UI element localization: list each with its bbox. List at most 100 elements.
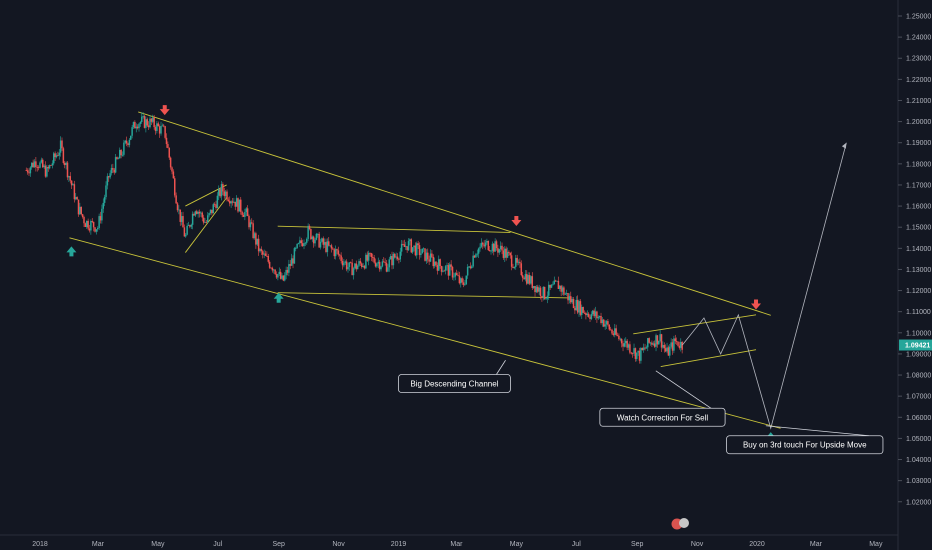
candle-body [171,167,173,172]
candle-body [561,287,564,292]
candle [130,135,132,141]
trendline-correction-top[interactable] [633,314,757,335]
trendline-range-top[interactable] [277,225,511,233]
candle [314,237,316,247]
candle-body [429,253,432,262]
candle [578,299,580,317]
candle [469,262,472,270]
candle [653,340,656,348]
candle [677,341,679,347]
candle-body [354,263,356,269]
candle [658,340,660,345]
candle [384,258,386,266]
candle-body [282,275,285,281]
candle-body [395,256,397,258]
candle [186,223,188,236]
candle-body [43,165,45,168]
candle-body [548,284,550,296]
candle-body [666,347,668,352]
candle [455,269,458,276]
candle [231,197,234,206]
candle-body [311,236,314,240]
candle [380,265,382,272]
candle [491,241,494,254]
candle [587,312,590,318]
candle [465,275,468,285]
candle-body [284,275,286,281]
candle [101,204,103,224]
candle [339,253,341,260]
candle-body [220,184,223,197]
candle-body [194,211,197,216]
candle-body [216,195,219,209]
candle-body [267,255,270,262]
trendline-wedge-lower[interactable] [185,197,227,253]
candle [433,257,436,269]
candle-body [274,269,276,275]
annotation-callout[interactable]: Big Descending Channel [398,360,511,393]
candle [473,254,476,259]
candle [135,123,138,133]
candle [358,258,360,267]
candle [46,164,48,178]
candle [205,220,208,224]
candle [240,196,242,215]
time-tick-label: Jul [572,541,581,548]
time-axis[interactable]: 2018 Mar May Jul Sep Nov 2019 Mar May Jul Sep Nov 20… [32,541,883,548]
price-axis[interactable]: 1.25000 1.24000 1.23000 1.22000 1.21000 1.200… [898,14,931,507]
candle-body [263,253,265,255]
candle [194,210,197,218]
candle-body [296,243,298,248]
candle-body [630,352,633,354]
candle [477,247,480,259]
time-tick-label: Sep [272,541,285,548]
candle-body [125,140,128,144]
candle-body [468,266,470,268]
candle-body [435,261,437,266]
candle [422,247,425,253]
candle [297,242,300,245]
candle [216,192,219,209]
candle [138,122,140,132]
trendline-correction-bottom[interactable] [660,349,757,368]
candle-body [134,122,136,129]
candle-body [147,125,150,128]
candle [681,341,683,354]
candle-body [252,223,254,238]
candle [560,284,562,297]
trendline-upper-channel[interactable] [138,111,771,316]
candle-body [109,173,111,178]
candle-body [328,241,330,246]
candle [167,141,169,149]
candle-body [420,253,422,255]
candle [417,240,419,250]
annotation-callout[interactable]: Buy on 3rd touch For Upside Move [726,425,884,455]
price-tick-label: 1.18000 [906,161,931,168]
candle-body [281,275,283,279]
candle [596,310,598,323]
candle [88,224,91,233]
candle-body [560,285,562,292]
projection-line[interactable] [682,142,847,430]
candle [176,201,179,213]
price-tick-label: 1.16000 [906,204,931,211]
candle [541,295,543,302]
candle [347,262,349,273]
candle-body [73,184,76,200]
trendline-wedge-upper[interactable] [185,184,227,207]
candle [572,296,575,309]
candle [190,223,193,229]
candle [603,318,605,328]
trendline-range-bottom[interactable] [277,292,571,299]
candle-body [523,277,525,280]
candle-body [259,248,261,252]
candle-body [649,342,652,344]
candle [273,269,275,274]
candle-body [47,167,50,169]
annotation-callout[interactable]: Watch Correction For Sell [599,370,726,427]
candle [282,275,285,282]
trendline-lower-channel[interactable] [69,237,781,429]
candle-body [202,217,205,223]
